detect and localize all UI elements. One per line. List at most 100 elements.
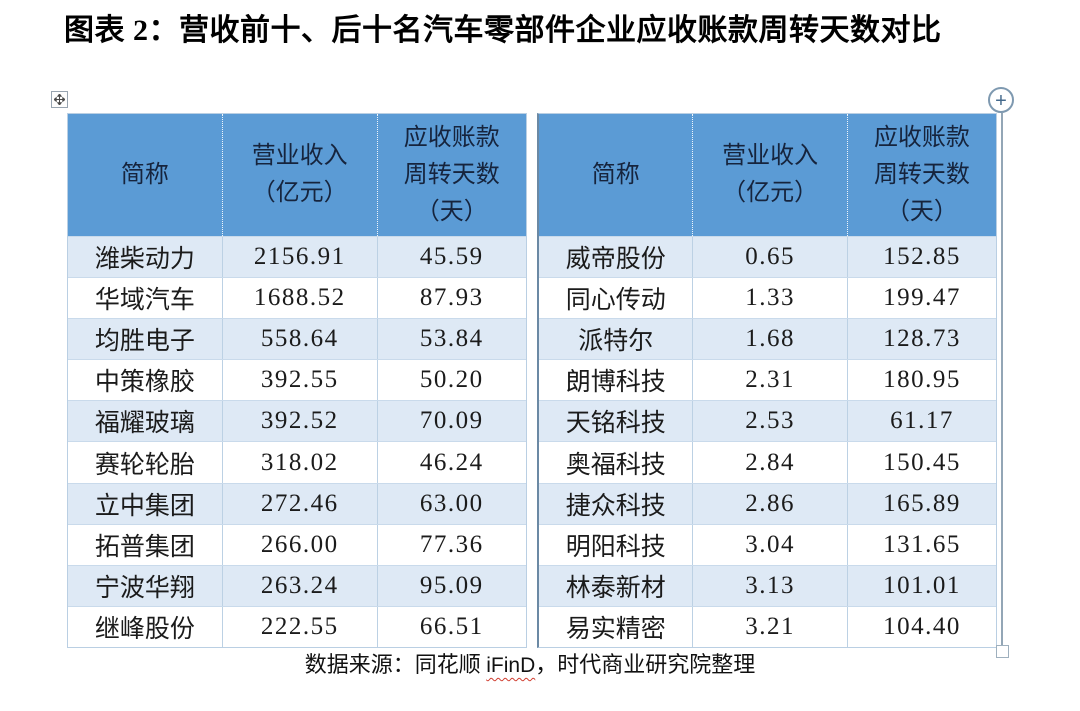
revenue-cell: 1688.52 [223, 278, 378, 319]
company-name-cell: 赛轮轮胎 [68, 442, 223, 483]
table-row: 明阳科技 3.04 131.65 [539, 523, 996, 565]
company-name-cell: 捷众科技 [539, 483, 694, 524]
table-row: 拓普集团 266.00 77.36 [68, 523, 526, 565]
company-name-cell: 立中集团 [68, 483, 223, 524]
revenue-cell: 2.53 [693, 401, 848, 442]
turnover-days-cell: 128.73 [883, 325, 961, 353]
company-name-cell: 林泰新材 [539, 565, 694, 606]
company-name-cell: 同心传动 [539, 278, 694, 319]
turnover-days-cell: 131.65 [883, 530, 961, 558]
company-name-cell: 中策橡胶 [68, 360, 223, 401]
table-row: 威帝股份 0.65 152.85 [539, 236, 996, 278]
table-move-handle[interactable] [51, 91, 68, 108]
revenue-cell: 392.52 [223, 401, 378, 442]
revenue-cell: 2156.91 [223, 237, 378, 278]
table-row: 继峰股份 222.55 66.51 [68, 605, 526, 647]
column-guide-line [1001, 113, 1003, 648]
company-name-cell: 朗博科技 [539, 360, 694, 401]
table-row: 赛轮轮胎 318.02 46.24 [68, 441, 526, 483]
turnover-days-cell: 46.24 [419, 448, 484, 476]
table-row: 宁波华翔 263.24 95.09 [68, 564, 526, 606]
source-prefix: 数据来源：同花顺 [304, 652, 487, 677]
company-name-cell: 易实精密 [539, 606, 694, 647]
table-row: 奥福科技 2.84 150.45 [539, 441, 996, 483]
move-icon [54, 94, 65, 105]
turnover-days-cell: 87.93 [419, 284, 484, 312]
bottom10-table: 简称 营业收入 （亿元） 应收账款 周转天数 （天） 威帝股份 0.65 152… [537, 113, 997, 648]
revenue-cell: 2.84 [693, 442, 848, 483]
turnover-days-cell: 53.84 [419, 325, 484, 353]
spellcheck-word: iFinD [486, 654, 536, 677]
company-name-cell: 均胜电子 [68, 319, 223, 360]
turnover-days-cell: 70.09 [419, 407, 484, 435]
table-row: 派特尔 1.68 128.73 [539, 318, 996, 360]
table-row: 中策橡胶 392.55 50.20 [68, 359, 526, 401]
turnover-days-cell: 101.01 [883, 571, 961, 599]
comparison-table: + 简称 营业收入 （亿元） 应收账款 周转天数 （天） 潍柴动力 2156.9… [51, 87, 1014, 658]
company-name-cell: 明阳科技 [539, 524, 694, 565]
table-row: 同心传动 1.33 199.47 [539, 277, 996, 319]
revenue-cell: 558.64 [223, 319, 378, 360]
bottom10-header-row: 简称 营业收入 （亿元） 应收账款 周转天数 （天） [539, 114, 996, 236]
turnover-days-cell: 150.45 [883, 448, 961, 476]
col-header-name: 简称 [68, 114, 223, 236]
company-name-cell: 华域汽车 [68, 278, 223, 319]
revenue-cell: 222.55 [223, 606, 378, 647]
company-name-cell: 奥福科技 [539, 442, 694, 483]
col-header-name: 简称 [539, 114, 694, 236]
revenue-cell: 3.04 [693, 524, 848, 565]
company-name-cell: 派特尔 [539, 319, 694, 360]
turnover-days-cell: 50.20 [419, 366, 484, 394]
turnover-days-cell: 45.59 [419, 243, 484, 271]
turnover-days-cell: 63.00 [419, 489, 484, 517]
table-row: 均胜电子 558.64 53.84 [68, 318, 526, 360]
revenue-cell: 3.21 [693, 606, 848, 647]
revenue-cell: 3.13 [693, 565, 848, 606]
company-name-cell: 宁波华翔 [68, 565, 223, 606]
company-name-cell: 福耀玻璃 [68, 401, 223, 442]
source-suffix: ，时代商业研究院整理 [535, 652, 756, 677]
table-resize-handle[interactable] [996, 645, 1009, 658]
data-source-note: 数据来源：同花顺 iFinD，时代商业研究院整理 [0, 648, 1060, 683]
top10-body: 潍柴动力 2156.91 45.59 华域汽车 1688.52 87.93 均胜… [68, 236, 526, 647]
revenue-cell: 1.33 [693, 278, 848, 319]
turnover-days-cell: 95.09 [419, 571, 484, 599]
turnover-days-cell: 180.95 [883, 366, 961, 394]
insert-column-button[interactable]: + [988, 87, 1014, 113]
revenue-cell: 2.31 [693, 360, 848, 401]
revenue-cell: 392.55 [223, 360, 378, 401]
table-row: 捷众科技 2.86 165.89 [539, 482, 996, 524]
table-row: 林泰新材 3.13 101.01 [539, 564, 996, 606]
company-name-cell: 拓普集团 [68, 524, 223, 565]
table-row: 潍柴动力 2156.91 45.59 [68, 236, 526, 278]
revenue-cell: 318.02 [223, 442, 378, 483]
revenue-cell: 263.24 [223, 565, 378, 606]
bottom10-body: 威帝股份 0.65 152.85 同心传动 1.33 199.47 派特尔 1.… [539, 236, 996, 647]
revenue-cell: 1.68 [693, 319, 848, 360]
turnover-days-cell: 77.36 [419, 530, 484, 558]
col-header-revenue: 营业收入 （亿元） [693, 114, 848, 236]
company-name-cell: 天铭科技 [539, 401, 694, 442]
turnover-days-cell: 165.89 [883, 489, 961, 517]
table-row: 天铭科技 2.53 61.17 [539, 400, 996, 442]
plus-icon: + [995, 90, 1007, 112]
turnover-days-cell: 152.85 [883, 243, 961, 271]
table-row: 易实精密 3.21 104.40 [539, 605, 996, 647]
col-header-days: 应收账款 周转天数 （天） [403, 124, 500, 225]
company-name-cell: 威帝股份 [539, 237, 694, 278]
company-name-cell: 继峰股份 [68, 606, 223, 647]
turnover-days-cell: 66.51 [419, 612, 484, 640]
company-name-cell: 潍柴动力 [68, 237, 223, 278]
turnover-days-cell: 61.17 [890, 407, 954, 435]
top10-table: 简称 营业收入 （亿元） 应收账款 周转天数 （天） 潍柴动力 2156.91 … [67, 113, 527, 648]
col-header-days: 应收账款 周转天数 （天） [873, 124, 970, 225]
revenue-cell: 2.86 [693, 483, 848, 524]
figure-title: 图表 2：营收前十、后十名汽车零部件企业应收账款周转天数对比 [64, 14, 942, 47]
turnover-days-cell: 199.47 [883, 284, 961, 312]
revenue-cell: 266.00 [223, 524, 378, 565]
col-header-revenue: 营业收入 （亿元） [223, 114, 378, 236]
revenue-cell: 0.65 [693, 237, 848, 278]
table-row: 福耀玻璃 392.52 70.09 [68, 400, 526, 442]
top10-header-row: 简称 营业收入 （亿元） 应收账款 周转天数 （天） [68, 114, 526, 236]
